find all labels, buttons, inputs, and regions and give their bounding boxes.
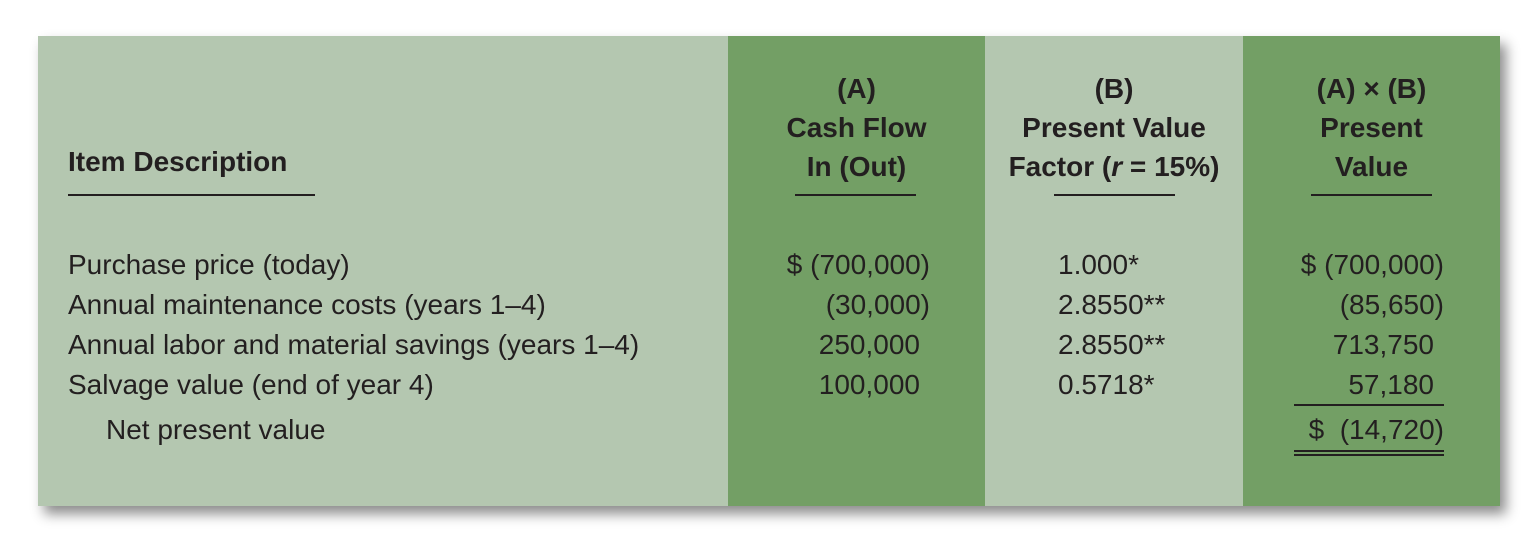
row-2-factor: 2.8550**	[1058, 289, 1166, 320]
row-3-present-value: 713,750	[1332, 329, 1434, 360]
header-b-line1: (B)	[1094, 73, 1134, 104]
subtotal-rule	[1294, 404, 1444, 406]
total-label: Net present value	[106, 414, 326, 445]
header-pv-factor: (B) Present Value Factor (r = 15%)	[985, 69, 1243, 186]
header-ab-line2: Present	[1320, 112, 1423, 143]
header-b-line3: Factor (r = 15%)	[1008, 151, 1220, 182]
row-2-item: Annual maintenance costs (years 1–4)	[68, 289, 546, 320]
column-a-shade	[728, 36, 985, 506]
row-1-factor: 1.000*	[1058, 249, 1139, 280]
header-a-line1: (A)	[837, 73, 876, 104]
header-cash-flow: (A) Cash Flow In (Out)	[728, 69, 985, 186]
header-a-line2: Cash Flow	[786, 112, 927, 143]
column-ab-shade	[1243, 36, 1500, 506]
row-1-item: Purchase price (today)	[68, 249, 350, 280]
total-present-value: $ (14,720)	[1308, 414, 1444, 445]
header-b-line2: Present Value	[1022, 112, 1206, 143]
row-4-cash-flow: 100,000	[818, 369, 920, 400]
header-rule-item	[68, 194, 315, 196]
header-ab-line1: (A) × (B)	[1316, 73, 1427, 104]
row-3-cash-flow: 250,000	[818, 329, 920, 360]
header-present-value: (A) × (B) Present Value	[1243, 69, 1500, 186]
row-1-present-value: $ (700,000)	[1300, 249, 1444, 280]
row-3-factor: 2.8550**	[1058, 329, 1166, 360]
header-item-description: Item Description	[68, 146, 288, 177]
header-rule-ab	[1311, 194, 1432, 196]
header-rule-a	[795, 194, 916, 196]
header-ab-line3: Value	[1334, 151, 1409, 182]
npv-table: Item Description (A) Cash Flow In (Out) …	[38, 36, 1500, 506]
row-3-item: Annual labor and material savings (years…	[68, 329, 640, 360]
row-4-item: Salvage value (end of year 4)	[68, 369, 434, 400]
row-4-factor: 0.5718*	[1058, 369, 1155, 400]
header-rule-b	[1054, 194, 1175, 196]
row-1-cash-flow: $ (700,000)	[786, 249, 930, 280]
row-2-cash-flow: (30,000)	[825, 289, 930, 320]
total-double-rule	[1294, 450, 1444, 456]
row-2-present-value: (85,650)	[1339, 289, 1444, 320]
row-4-present-value: 57,180	[1348, 369, 1434, 400]
header-a-line3: In (Out)	[806, 151, 907, 182]
